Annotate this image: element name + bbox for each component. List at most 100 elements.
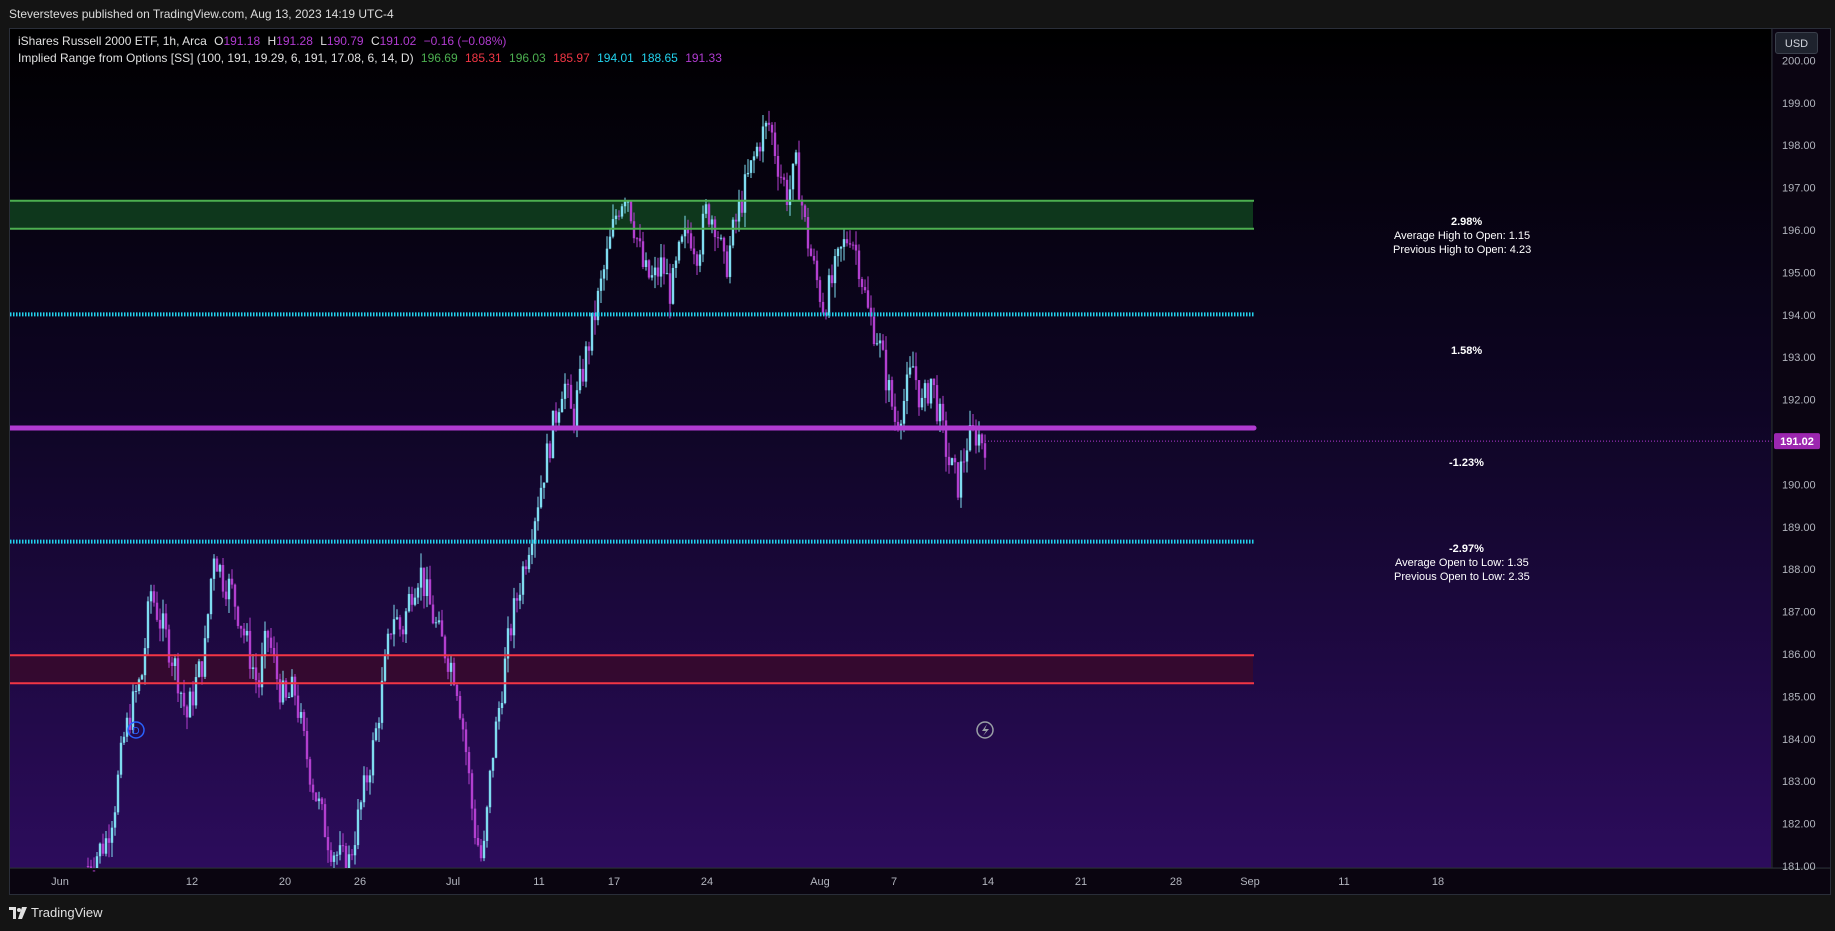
upper-pct-label: 2.98% (1451, 216, 1483, 228)
candle-body (746, 172, 750, 175)
candle-body (620, 206, 624, 217)
candle-body (722, 237, 726, 252)
tradingview-text: TradingView (31, 905, 103, 920)
candle-body (548, 443, 552, 459)
candle-body (188, 691, 192, 718)
candle-body (176, 658, 180, 694)
candle-body (779, 176, 783, 178)
candle-body (218, 565, 222, 572)
candle-body (458, 696, 462, 719)
candle-body (563, 383, 567, 399)
candle-body (719, 237, 723, 239)
candle-body (386, 633, 390, 656)
y-tick-label: 198.00 (1782, 140, 1816, 152)
candle-body (764, 122, 768, 127)
candle-body (338, 845, 342, 855)
candle-body (710, 219, 714, 225)
candle-body (665, 273, 669, 275)
prev-low-label: Previous Open to Low: 2.35 (1394, 571, 1530, 583)
candle-body (917, 380, 921, 408)
candle-body (248, 630, 252, 669)
lower-mid-pct-label: -1.23% (1449, 457, 1484, 469)
candle-body (206, 614, 210, 639)
candle-body (965, 450, 969, 462)
candle-body (749, 160, 753, 173)
candle-body (269, 637, 273, 648)
candle-body (782, 177, 786, 180)
candle-body (884, 349, 888, 391)
candle-body (689, 233, 693, 249)
candle-body (785, 179, 789, 206)
candle-body (605, 248, 609, 270)
candle-body (902, 400, 906, 424)
publisher-info: Steversteves published on TradingView.co… (9, 7, 394, 21)
candle-body (335, 854, 339, 856)
candle-body (326, 837, 330, 851)
candle-body (230, 578, 234, 585)
candle-body (521, 566, 525, 595)
candle-body (113, 812, 117, 828)
tradingview-logo[interactable]: TradingView (9, 905, 103, 920)
candle-body (809, 248, 813, 256)
candle-body (614, 215, 618, 220)
candle-body (152, 591, 156, 603)
candle-body (362, 775, 366, 803)
candle-body (425, 579, 429, 597)
price-chart[interactable]: 181.00 182.00 183.00 184.00 185.00 186.00 187.… (10, 29, 1830, 894)
candle-body (635, 238, 639, 240)
candle-body (323, 804, 327, 838)
candle-body (806, 217, 810, 249)
candle-body (587, 346, 591, 351)
candle-body (518, 594, 522, 601)
candle-body (221, 565, 225, 592)
candle-body (356, 809, 360, 846)
y-tick-label: 196.00 (1782, 225, 1816, 237)
chart-frame (9, 28, 1831, 895)
candle-body (179, 692, 183, 694)
candle-body (626, 201, 630, 203)
candle-body (389, 633, 393, 635)
y-tick-label: 200.00 (1782, 55, 1816, 67)
x-tick-label: 28 (1170, 876, 1182, 888)
candle-body (770, 124, 774, 133)
candle-body (377, 722, 381, 729)
y-tick-label: 192.00 (1782, 395, 1816, 407)
x-tick-label: 11 (1338, 876, 1349, 888)
candle-body (161, 613, 165, 629)
candle-body (857, 250, 861, 280)
candle-body (950, 458, 954, 466)
candle-body (101, 843, 105, 854)
candle-body (650, 275, 654, 278)
ohlc-open: O191.18 (214, 34, 261, 48)
currency-button[interactable]: USD (1775, 32, 1818, 54)
candle-body (803, 205, 807, 218)
last-price-label: 191.02 (1780, 436, 1814, 448)
candle-body (143, 648, 147, 676)
candle-body (842, 239, 846, 247)
symbol-title: iShares Russell 2000 ETF, 1h, Arca (18, 34, 207, 48)
candle-body (353, 845, 357, 856)
candle-body (461, 718, 465, 730)
candle-body (473, 808, 477, 838)
y-tick-label: 190.00 (1782, 479, 1816, 491)
candle-body (428, 579, 432, 605)
upper-mid-pct-label: 1.58% (1451, 345, 1483, 357)
candle-body (914, 366, 918, 381)
candle-body (578, 368, 582, 391)
candle-body (194, 677, 198, 706)
plot-background (10, 29, 1771, 868)
x-tick-label: 21 (1075, 876, 1087, 888)
candle-body (572, 408, 576, 426)
candle-body (299, 712, 303, 718)
candle-body (962, 461, 966, 463)
dividend-icon[interactable] (127, 721, 145, 739)
earnings-icon[interactable] (976, 721, 994, 739)
candle-body (755, 146, 759, 157)
y-tick-label: 186.00 (1782, 649, 1816, 661)
candle-body (980, 434, 984, 444)
candle-body (920, 397, 924, 408)
candle-body (110, 827, 114, 843)
y-tick-label: 185.00 (1782, 691, 1816, 703)
candles (86, 110, 987, 872)
candle-body (92, 870, 96, 872)
